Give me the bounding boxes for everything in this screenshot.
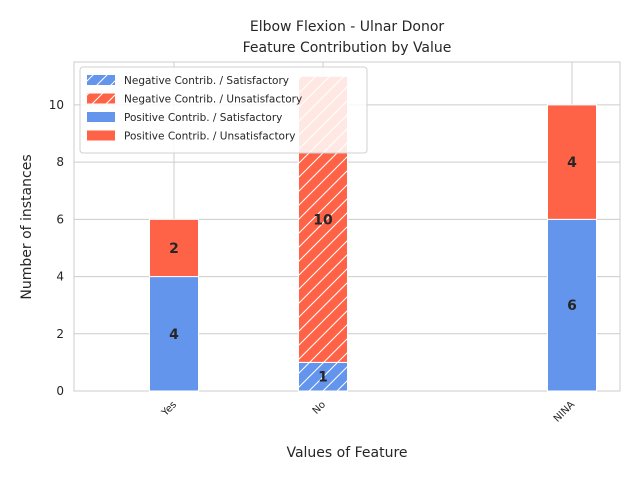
legend-entry: Positive Contrib. / Satisfactory xyxy=(124,112,282,124)
chart-title-line-2: Feature Contribution by Value xyxy=(243,40,452,56)
y-axis-label: Number of instances xyxy=(19,154,35,299)
legend-swatch xyxy=(87,130,115,141)
bar-segment xyxy=(149,276,199,392)
bar-segment xyxy=(547,104,597,220)
x-axis-label: Values of Feature xyxy=(286,445,407,461)
legend: Negative Contrib. / Satisfactory Negative… xyxy=(79,66,368,154)
legend-entry: Negative Contrib. / Unsatisfactory xyxy=(124,94,302,106)
data-label: 4 xyxy=(567,155,577,171)
x-tick-label: NINA xyxy=(552,399,577,424)
data-labels-layer: 4 2 1 10 6 4 xyxy=(169,155,577,386)
y-tick-label: 2 xyxy=(56,327,64,341)
y-tick-label: 6 xyxy=(56,212,64,226)
data-label: 4 xyxy=(169,327,179,343)
legend-swatch xyxy=(87,75,115,85)
x-tick-label: No xyxy=(311,399,328,416)
y-tick-label: 8 xyxy=(56,155,64,169)
legend-entry: Positive Contrib. / Unsatisfactory xyxy=(124,131,296,143)
legend-swatch xyxy=(87,93,115,104)
bar-segment xyxy=(149,218,199,278)
y-tick-label: 0 xyxy=(56,384,64,398)
data-label: 6 xyxy=(567,298,577,314)
legend-swatch xyxy=(87,112,115,122)
data-label: 1 xyxy=(318,370,328,386)
chart-title-line-1: Elbow Flexion - Ulnar Donor xyxy=(250,19,445,35)
y-tick-label: 4 xyxy=(56,270,64,284)
bar-segment xyxy=(547,218,597,392)
legend-entry: Negative Contrib. / Satisfactory xyxy=(124,75,289,87)
data-label: 2 xyxy=(169,241,179,257)
y-tick-label: 10 xyxy=(49,98,64,112)
x-tick-label: Yes xyxy=(159,399,179,419)
legend-box xyxy=(79,66,368,154)
data-label: 10 xyxy=(313,212,333,228)
